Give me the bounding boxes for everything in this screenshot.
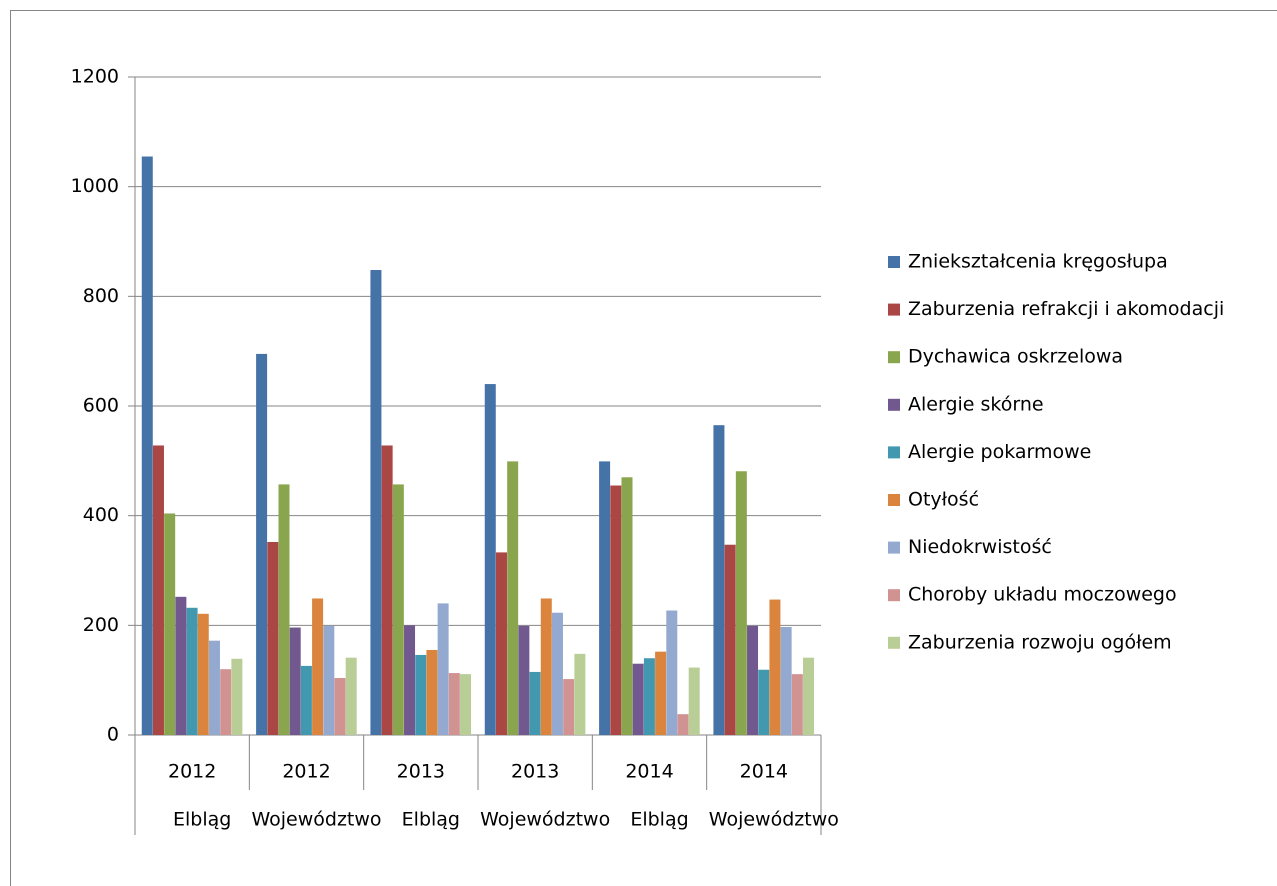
bar: [724, 544, 736, 735]
bar: [197, 613, 209, 735]
bar: [404, 625, 416, 735]
bar: [323, 625, 335, 735]
bar: [621, 477, 633, 735]
bar: [312, 598, 324, 735]
legend-label: Otyłość: [908, 489, 979, 511]
bar: [507, 461, 519, 735]
bar: [803, 657, 815, 735]
bar: [574, 653, 586, 735]
bar: [518, 625, 530, 735]
legend-label: Alergie skórne: [908, 393, 1044, 415]
y-tick-label: 600: [83, 395, 119, 417]
bar: [141, 156, 153, 736]
chart-border: [10, 10, 1277, 886]
x-group-label: Województwo: [480, 809, 610, 831]
bar: [381, 445, 393, 735]
bar: [769, 599, 781, 735]
bar: [300, 665, 312, 735]
legend-swatch: [888, 351, 900, 364]
bar: [599, 461, 611, 735]
bar: [175, 596, 187, 735]
bar: [220, 669, 232, 735]
bar: [791, 674, 803, 735]
legend-swatch: [888, 494, 900, 506]
bar: [152, 445, 164, 735]
legend-label: Zaburzenia refrakcji i akomodacji: [908, 298, 1224, 320]
bar: [780, 626, 792, 735]
bar: [495, 552, 507, 735]
x-tick-label: 2012: [282, 761, 330, 783]
legend-swatch: [888, 256, 900, 268]
x-tick-label: 2014: [625, 761, 673, 783]
bar: [256, 353, 268, 735]
bar: [231, 658, 243, 735]
bar: [643, 658, 655, 735]
bar: [713, 425, 725, 735]
bar: [529, 671, 541, 735]
legend-label: Alergie pokarmowe: [908, 441, 1091, 463]
legend-swatch: [888, 589, 900, 602]
x-tick-label: 2013: [397, 761, 445, 783]
bar: [278, 484, 290, 735]
bar: [484, 384, 496, 735]
bar: [655, 651, 667, 735]
legend-label: Choroby układu moczowego: [908, 584, 1177, 606]
bar: [186, 607, 198, 735]
bar: [289, 627, 301, 735]
legend-swatch: [888, 398, 900, 411]
legend-label: Zaburzenia rozwoju ogółem: [908, 631, 1172, 653]
x-group-label: Elbląg: [173, 809, 231, 831]
y-tick-label: 800: [83, 285, 119, 307]
bar: [563, 679, 575, 735]
legend-label: Dychawica oskrzelowa: [908, 346, 1123, 368]
y-tick-label: 200: [83, 614, 119, 636]
bar: [208, 640, 220, 735]
y-tick-label: 1200: [71, 66, 119, 88]
x-group-label: Elbląg: [402, 809, 460, 831]
bar: [666, 610, 678, 735]
bar: [747, 625, 759, 735]
bar: [334, 677, 346, 735]
legend-label: Niedokrwistość: [908, 536, 1052, 558]
bar: [370, 270, 382, 735]
bar: [632, 663, 644, 735]
bar: [267, 541, 279, 735]
bar: [551, 612, 563, 735]
legend-label: Zniekształcenia kręgosłupa: [908, 251, 1168, 273]
bar: [392, 484, 404, 735]
bar: [437, 603, 449, 735]
y-tick-label: 1000: [71, 175, 119, 197]
x-tick-label: 2013: [511, 761, 559, 783]
bar: [460, 674, 472, 735]
legend-swatch: [888, 303, 900, 316]
x-group-label: Województwo: [709, 809, 839, 831]
bar: [164, 513, 176, 735]
bar: [415, 654, 427, 735]
bar: [540, 598, 552, 735]
bar: [758, 669, 770, 735]
x-group-label: Województwo: [251, 809, 381, 831]
bar: [345, 657, 357, 735]
x-tick-label: 2012: [168, 761, 216, 783]
bar: [677, 714, 689, 735]
legend-swatch: [888, 446, 900, 459]
x-tick-label: 2014: [740, 761, 788, 783]
y-tick-label: 400: [83, 504, 119, 526]
legend-swatch: [888, 636, 900, 649]
bar: [610, 485, 622, 735]
y-tick-label: 0: [107, 724, 119, 746]
x-group-label: Elbląg: [630, 809, 688, 831]
legend-swatch: [888, 541, 900, 554]
bar: [426, 650, 438, 735]
bar: [735, 471, 747, 735]
bar: [448, 673, 460, 735]
bar: [688, 667, 700, 735]
